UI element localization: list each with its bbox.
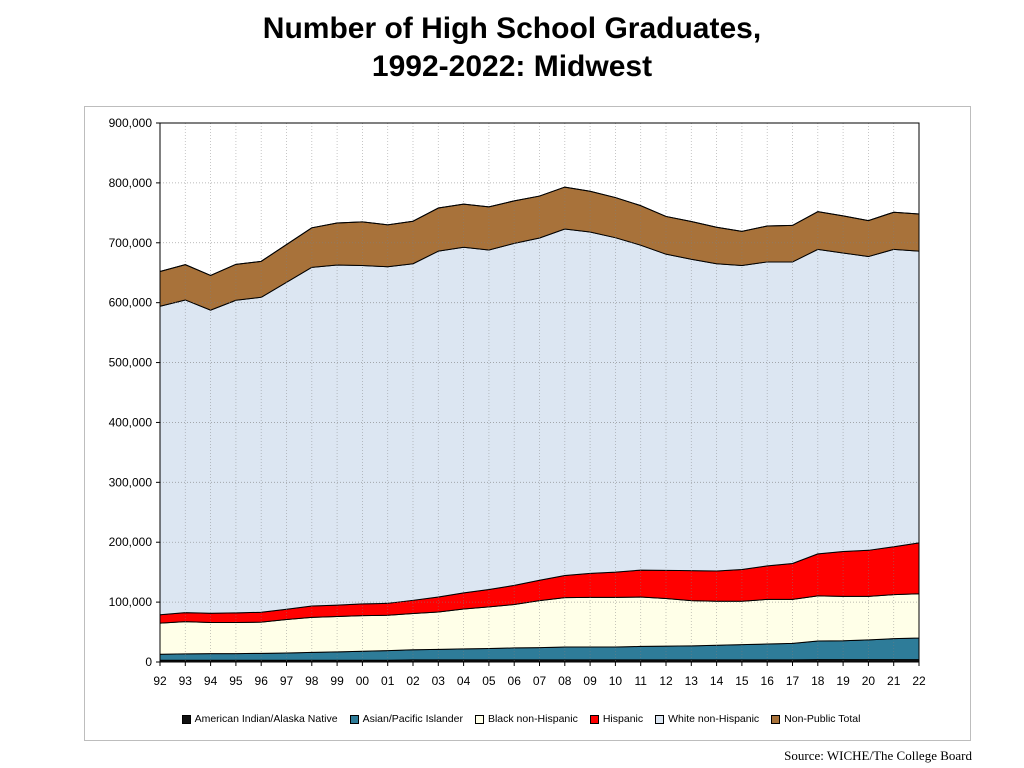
legend-item-5: Non-Public Total bbox=[771, 713, 860, 725]
legend-item-1: Asian/Pacific Islander bbox=[349, 713, 463, 725]
x-tick-label-6: 98 bbox=[305, 674, 319, 688]
x-tick-label-26: 18 bbox=[811, 674, 825, 688]
legend-label-2: Black non-Hispanic bbox=[487, 713, 578, 725]
x-tick-label-27: 19 bbox=[836, 674, 850, 688]
chart-title-line1: Number of High School Graduates, bbox=[262, 12, 762, 45]
y-tick-label-1: 100,000 bbox=[109, 595, 153, 609]
y-tick-label-3: 300,000 bbox=[109, 475, 153, 489]
x-tick-label-28: 20 bbox=[862, 674, 876, 688]
x-tick-label-10: 02 bbox=[406, 674, 420, 688]
source-note: Source: WICHE/The College Board bbox=[784, 748, 972, 763]
chart-frame: 0 100,000 200,000 300,000 400,000 500,000 600,… bbox=[84, 106, 971, 741]
x-tick-label-5: 97 bbox=[280, 674, 294, 688]
x-tick-label-15: 07 bbox=[533, 674, 547, 688]
legend-swatch-5 bbox=[771, 714, 781, 724]
x-tick-label-25: 17 bbox=[786, 674, 800, 688]
x-tick-label-19: 11 bbox=[634, 674, 647, 688]
x-tick-label-23: 15 bbox=[735, 674, 749, 688]
chart-title: Number of High School Graduates, 1992-20… bbox=[0, 10, 1024, 86]
x-tick-label-16: 08 bbox=[558, 674, 572, 688]
legend-swatch-2 bbox=[474, 714, 484, 724]
x-tick-label-18: 10 bbox=[609, 674, 623, 688]
x-tick-label-17: 09 bbox=[583, 674, 597, 688]
x-tick-label-9: 01 bbox=[381, 674, 395, 688]
stacked-area-chart: 0 100,000 200,000 300,000 400,000 500,000 600,… bbox=[109, 116, 926, 688]
y-tick-label-6: 600,000 bbox=[109, 296, 153, 310]
legend-swatch-1 bbox=[349, 714, 359, 724]
chart-legend: American Indian/Alaska Native Asian/Pacif… bbox=[141, 711, 901, 727]
x-tick-label-2: 94 bbox=[204, 674, 218, 688]
y-tick-label-0: 0 bbox=[145, 655, 152, 669]
y-tick-label-8: 800,000 bbox=[109, 176, 153, 190]
x-tick-label-11: 03 bbox=[432, 674, 446, 688]
x-tick-label-22: 14 bbox=[710, 674, 724, 688]
legend-item-3: Hispanic bbox=[589, 713, 644, 725]
y-tick-label-7: 700,000 bbox=[109, 236, 153, 250]
legend-item-2: Black non-Hispanic bbox=[474, 713, 578, 725]
legend-label-3: Hispanic bbox=[602, 713, 644, 725]
legend-label-4: White non-Hispanic bbox=[668, 713, 760, 725]
x-tick-label-8: 00 bbox=[356, 674, 370, 688]
x-tick-label-1: 93 bbox=[179, 674, 193, 688]
x-tick-label-12: 04 bbox=[457, 674, 471, 688]
x-tick-label-0: 92 bbox=[153, 674, 167, 688]
legend-label-1: Asian/Pacific Islander bbox=[362, 713, 463, 725]
x-tick-label-13: 05 bbox=[482, 674, 496, 688]
x-tick-label-24: 16 bbox=[761, 674, 775, 688]
x-tick-label-4: 96 bbox=[255, 674, 269, 688]
legend-swatch-0 bbox=[181, 714, 191, 724]
x-tick-label-3: 95 bbox=[229, 674, 243, 688]
y-tick-label-2: 200,000 bbox=[109, 535, 153, 549]
legend-swatch-3 bbox=[589, 714, 599, 724]
x-tick-label-14: 06 bbox=[508, 674, 522, 688]
x-tick-label-7: 99 bbox=[330, 674, 344, 688]
total-outline bbox=[159, 186, 920, 276]
legend-label-0: American Indian/Alaska Native bbox=[194, 713, 338, 725]
chart-title-line2: 1992-2022: Midwest bbox=[371, 50, 653, 83]
legend-swatch-4 bbox=[655, 714, 665, 724]
x-tick-label-29: 21 bbox=[887, 674, 901, 688]
y-tick-label-9: 900,000 bbox=[109, 116, 153, 130]
legend-item-0: American Indian/Alaska Native bbox=[181, 713, 338, 725]
x-tick-label-20: 12 bbox=[659, 674, 673, 688]
legend-item-4: White non-Hispanic bbox=[655, 713, 759, 725]
x-tick-label-30: 22 bbox=[912, 674, 926, 688]
y-tick-label-5: 500,000 bbox=[109, 356, 153, 370]
x-tick-label-21: 13 bbox=[685, 674, 699, 688]
legend-label-5: Non-Public Total bbox=[784, 713, 861, 725]
y-tick-label-4: 400,000 bbox=[109, 415, 153, 429]
